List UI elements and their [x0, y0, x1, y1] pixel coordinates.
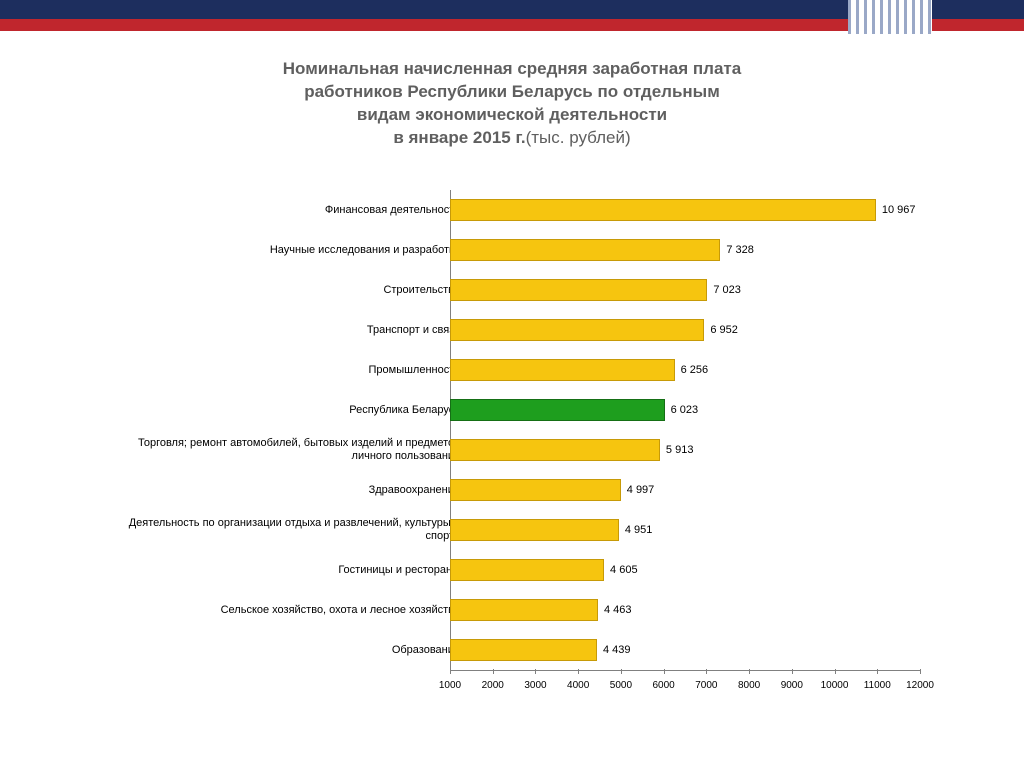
- x-tick-label: 8000: [738, 680, 760, 691]
- bar-row: Образование 4 439: [100, 630, 940, 670]
- bar: [450, 199, 876, 221]
- x-tick-label: 10000: [821, 680, 849, 691]
- title-date: в январе 2015 г.: [393, 128, 525, 147]
- bar: [450, 239, 720, 261]
- x-tick: [664, 669, 665, 674]
- bar: [450, 519, 619, 541]
- bar-row: Финансовая деятельность 10 967: [100, 190, 940, 230]
- bar-label: Здравоохранение: [120, 484, 460, 497]
- bar: [450, 399, 665, 421]
- header-bands: [0, 0, 1024, 34]
- x-tick: [493, 669, 494, 674]
- bar-row: Строительство 7 023: [100, 270, 940, 310]
- x-tick: [877, 669, 878, 674]
- x-axis: 1000200030004000500060007000800090001000…: [450, 674, 920, 704]
- bar-value: 5 913: [666, 444, 694, 456]
- bar-value: 7 328: [726, 244, 754, 256]
- x-tick: [578, 669, 579, 674]
- bar-value: 6 952: [710, 324, 738, 336]
- title-line-3: видам экономической деятельности: [60, 104, 964, 127]
- x-tick: [706, 669, 707, 674]
- bar-label: Деятельность по организации отдыха и раз…: [120, 517, 460, 542]
- title-line-4: в январе 2015 г.(тыс. рублей): [60, 127, 964, 150]
- bar-label: Научные исследования и разработки: [120, 244, 460, 257]
- bar: [450, 439, 660, 461]
- x-tick-label: 2000: [482, 680, 504, 691]
- bar-label: Финансовая деятельность: [120, 204, 460, 217]
- bar-value: 6 256: [681, 364, 709, 376]
- bar-label: Строительство: [120, 284, 460, 297]
- bar: [450, 479, 621, 501]
- bar-label: Транспорт и связь: [120, 324, 460, 337]
- bar-value: 4 997: [627, 484, 655, 496]
- bar-label: Промышленность: [120, 364, 460, 377]
- bar: [450, 639, 597, 661]
- title-units: (тыс. рублей): [526, 128, 631, 147]
- bar-value: 4 439: [603, 644, 631, 656]
- bar-row: Здравоохранение 4 997: [100, 470, 940, 510]
- bar-row: Транспорт и связь 6 952: [100, 310, 940, 350]
- title-line-1: Номинальная начисленная средняя заработн…: [60, 58, 964, 81]
- x-tick-label: 9000: [781, 680, 803, 691]
- header-band-stripes: [848, 0, 932, 34]
- x-tick: [920, 669, 921, 674]
- bar-value: 6 023: [671, 404, 699, 416]
- bar-value: 4 463: [604, 604, 632, 616]
- x-tick-label: 4000: [567, 680, 589, 691]
- bar-label: Сельское хозяйство, охота и лесное хозяй…: [120, 604, 460, 617]
- bar: [450, 559, 604, 581]
- bar-value: 7 023: [713, 284, 741, 296]
- x-tick-label: 12000: [906, 680, 934, 691]
- x-tick-label: 5000: [610, 680, 632, 691]
- bar-label: Гостиницы и рестораны: [120, 564, 460, 577]
- x-tick: [450, 669, 451, 674]
- bar-row: Деятельность по организации отдыха и раз…: [100, 510, 940, 550]
- bar-row: Научные исследования и разработки 7 328: [100, 230, 940, 270]
- bar-value: 4 951: [625, 524, 653, 536]
- x-tick: [835, 669, 836, 674]
- bar-value: 4 605: [610, 564, 638, 576]
- bar-value: 10 967: [882, 204, 916, 216]
- x-tick: [749, 669, 750, 674]
- bar-row: Промышленность 6 256: [100, 350, 940, 390]
- x-tick: [535, 669, 536, 674]
- x-tick-label: 3000: [524, 680, 546, 691]
- x-tick-label: 7000: [695, 680, 717, 691]
- bar-row: Гостиницы и рестораны 4 605: [100, 550, 940, 590]
- x-tick-label: 11000: [864, 680, 891, 691]
- bar: [450, 599, 598, 621]
- bar-row: Торговля; ремонт автомобилей, бытовых из…: [100, 430, 940, 470]
- title-line-2: работников Республики Беларусь по отдель…: [60, 81, 964, 104]
- bar-label: Торговля; ремонт автомобилей, бытовых из…: [120, 437, 460, 462]
- bar: [450, 319, 704, 341]
- bar: [450, 359, 675, 381]
- bar-label: Республика Беларусь: [120, 404, 460, 417]
- x-tick: [792, 669, 793, 674]
- chart-title: Номинальная начисленная средняя заработн…: [60, 58, 964, 150]
- bar-label: Образование: [120, 644, 460, 657]
- bar-row: Сельское хозяйство, охота и лесное хозяй…: [100, 590, 940, 630]
- salary-bar-chart: Финансовая деятельность 10 967 Научные исс…: [100, 190, 940, 720]
- x-tick-label: 1000: [439, 680, 461, 691]
- bar: [450, 279, 707, 301]
- bar-row: Республика Беларусь 6 023: [100, 390, 940, 430]
- x-tick: [621, 669, 622, 674]
- x-tick-label: 6000: [653, 680, 675, 691]
